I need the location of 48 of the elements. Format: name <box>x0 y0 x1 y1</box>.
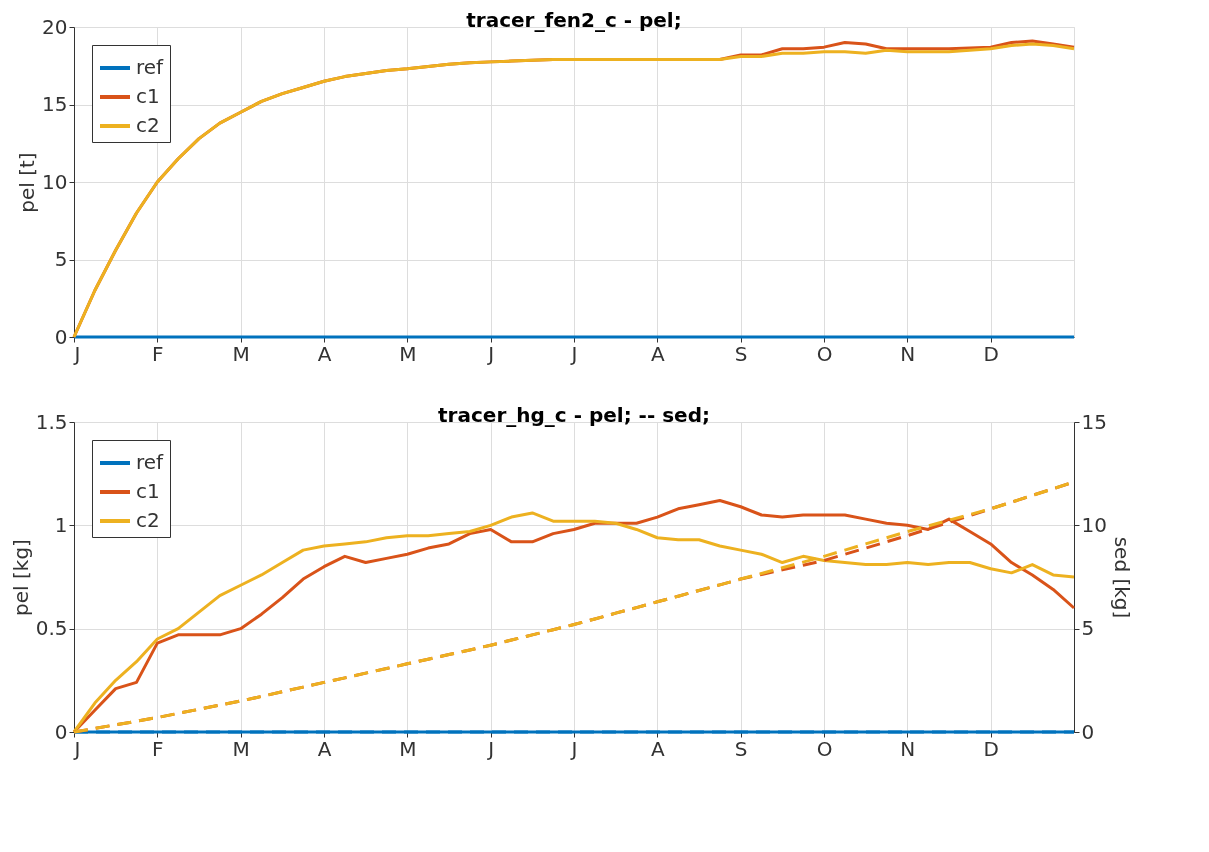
legend-label: c1 <box>136 84 160 108</box>
x-tick-label: D <box>983 341 999 366</box>
legend-label: ref <box>136 55 165 79</box>
x-tick-label: S <box>734 736 748 761</box>
y-tick-label: 0 <box>54 324 68 349</box>
x-tick-label: S <box>734 341 748 366</box>
x-tick-label: N <box>900 341 916 366</box>
x-tick-label: J <box>486 736 495 761</box>
x-tick-label: M <box>232 341 250 366</box>
y-tick-label: 20 <box>42 14 68 39</box>
x-tick-label: A <box>317 736 332 761</box>
x-tick-label: A <box>317 341 332 366</box>
y-tick-label: 1 <box>54 512 68 537</box>
legend-label: c2 <box>136 113 160 137</box>
y2-tick-label: 15 <box>1081 409 1107 434</box>
y2-tick-label: 5 <box>1081 616 1095 641</box>
x-tick-label: O <box>816 341 833 366</box>
y2-axis-title: sed [kg] <box>1109 536 1134 619</box>
y-tick-label: 5 <box>54 247 68 271</box>
x-tick-label: N <box>900 736 916 761</box>
y-tick-label: 1.5 <box>35 409 68 434</box>
x-tick-label: M <box>232 736 250 761</box>
x-tick-label: J <box>486 341 495 366</box>
y-axis-title: pel [t] <box>15 152 40 213</box>
x-tick-label: F <box>152 341 164 366</box>
x-tick-label: F <box>152 736 164 761</box>
chart-title: tracer_fen2_c - pel; <box>466 8 682 32</box>
x-tick-label: J <box>72 341 81 366</box>
x-tick-label: J <box>569 341 578 366</box>
legend-label: ref <box>136 450 165 474</box>
legend-label: c2 <box>136 508 160 532</box>
x-tick-label: J <box>569 736 578 761</box>
legend-label: c1 <box>136 479 160 503</box>
chart-title: tracer_hg_c - pel; -- sed; <box>438 403 710 427</box>
x-tick-label: A <box>650 341 665 366</box>
y-axis-title: pel [kg] <box>8 539 33 616</box>
y-tick-label: 15 <box>42 92 68 116</box>
y-tick-label: 10 <box>42 169 68 194</box>
x-tick-label: M <box>399 736 417 761</box>
y-tick-label: 0 <box>54 719 68 744</box>
x-tick-label: D <box>983 736 999 761</box>
x-tick-label: O <box>816 736 833 761</box>
y-tick-label: 0.5 <box>35 616 68 641</box>
x-tick-label: A <box>650 736 665 761</box>
x-tick-label: J <box>72 736 81 761</box>
y2-tick-label: 10 <box>1081 512 1107 537</box>
x-tick-label: M <box>399 341 417 366</box>
y2-tick-label: 0 <box>1081 719 1095 744</box>
